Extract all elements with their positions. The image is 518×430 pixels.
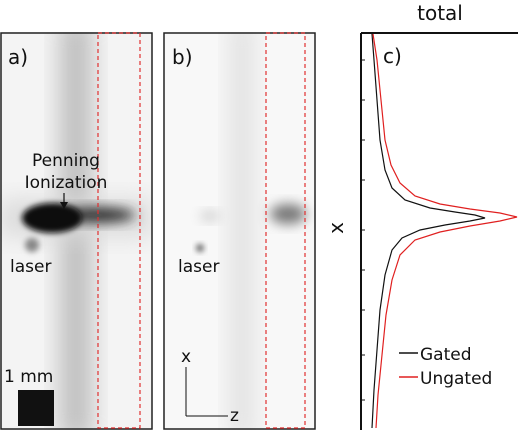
scale-bar — [18, 390, 54, 426]
axis-label: x — [324, 222, 348, 234]
legend-label: Ungated — [420, 369, 492, 389]
annotation: Penning — [32, 151, 100, 171]
axis-label: x — [181, 347, 191, 367]
laser-label: laser — [10, 257, 51, 277]
panel-title: total — [417, 1, 463, 25]
scale-label: 1 mm — [4, 367, 53, 387]
panel-label: b) — [172, 45, 193, 69]
axis-label: z — [230, 406, 239, 426]
panel-label: a) — [8, 45, 28, 69]
laser-label: laser — [178, 257, 219, 277]
figure: a) Penning Ionization laser 1 mm b) lase… — [0, 0, 518, 430]
legend-label: Gated — [420, 345, 472, 365]
annotation: Ionization — [25, 173, 108, 193]
panel-label: c) — [383, 44, 402, 68]
